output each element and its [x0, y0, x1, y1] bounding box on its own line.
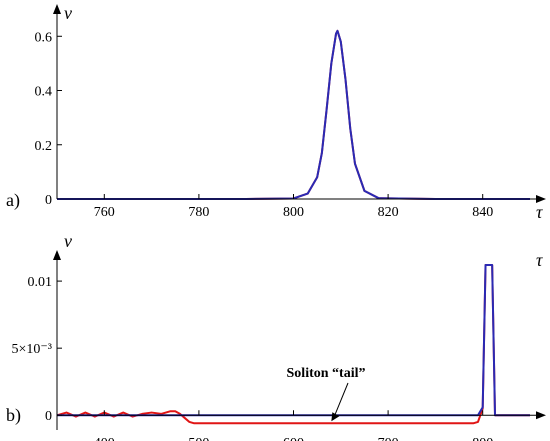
y-axis-arrow — [53, 250, 61, 260]
y-tick-label: 0.2 — [35, 139, 53, 154]
panel-b: 400 500 600 700 800 0 5×10⁻³ 0.01 τ v b) Soliton “t… — [6, 231, 546, 441]
y-tick-label: 0 — [45, 409, 52, 424]
x-tick-label: 800 — [283, 205, 304, 220]
x-tick-label: 820 — [378, 205, 399, 220]
x-axis-label: τ — [536, 202, 543, 222]
x-axis-arrow — [536, 411, 546, 420]
x-tick-label: 840 — [472, 205, 493, 220]
x-axis-arrow — [536, 195, 546, 203]
x-tick-label: 600 — [283, 436, 304, 441]
x-tick-label: 500 — [188, 436, 209, 441]
y-tick-label: 0.01 — [28, 275, 53, 290]
y-tick-label: 0.6 — [35, 30, 53, 45]
series-line-1 — [57, 29, 530, 200]
x-tick-label: 400 — [94, 436, 115, 441]
x-tick-label: 760 — [94, 205, 115, 220]
series-line-0 — [57, 29, 530, 200]
panel-label: a) — [6, 190, 20, 211]
y-tick-label: 5×10⁻³ — [12, 342, 52, 357]
series-line-0 — [57, 264, 530, 425]
y-tick-label: 0 — [45, 193, 52, 208]
y-axis-arrow — [53, 4, 61, 14]
panel-a: 760 780 800 820 840 0 0.2 0.4 0.6 τ v a) — [6, 3, 546, 222]
x-tick-label: 800 — [472, 436, 493, 441]
annotation-arrow-line — [333, 382, 349, 417]
annotation-text: Soliton “tail” — [287, 366, 366, 381]
panel-label: b) — [6, 405, 21, 426]
y-axis-label: v — [64, 3, 72, 23]
annotation-arrow-head — [331, 412, 340, 422]
x-tick-label: 780 — [188, 205, 209, 220]
y-axis-label: v — [64, 231, 72, 251]
x-tick-label: 700 — [378, 436, 399, 441]
y-tick-label: 0.4 — [35, 85, 53, 100]
series-line-1 — [57, 264, 530, 417]
x-axis-label: τ — [536, 250, 543, 270]
